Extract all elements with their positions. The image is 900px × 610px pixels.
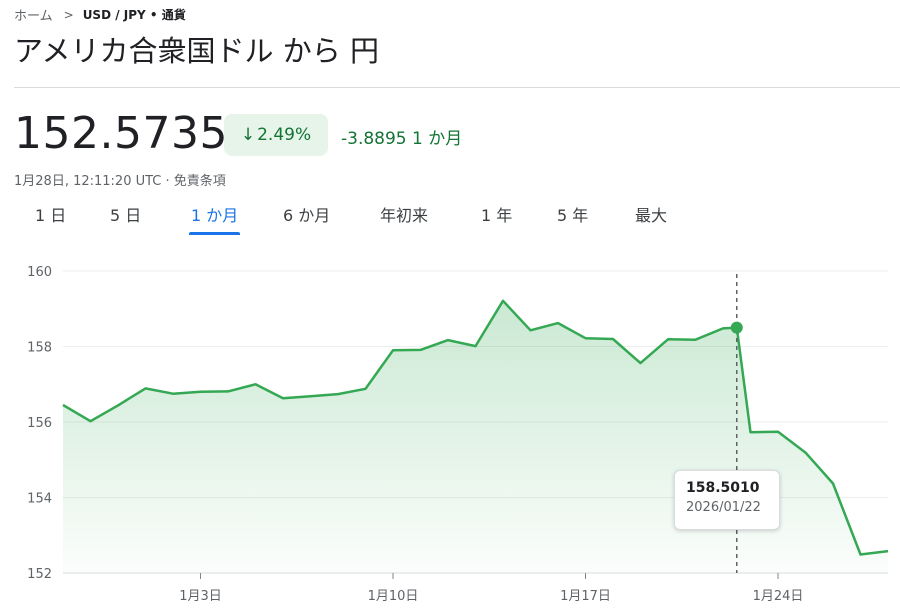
price-chart[interactable]: 152 154 156 158 160 1月3日 1月10日 1月17日 1月24日 — [0, 250, 900, 610]
header-divider — [14, 87, 900, 88]
chevron-right-icon: > — [63, 7, 74, 22]
chart-tooltip: 158.5010 2026/01/22 — [674, 470, 780, 530]
change-absolute: -3.8895 1 か月 — [341, 124, 462, 149]
tab-1-day[interactable]: 1 日 — [35, 206, 67, 225]
change-absolute-value: -3.8895 — [341, 129, 407, 149]
tab-1-year[interactable]: 1 年 — [481, 206, 513, 225]
breadcrumb: ホーム > USD / JPY • 通貨 — [14, 5, 186, 25]
quote-meta: 1月28日, 12:11:20 UTC · 免責条項 — [14, 170, 226, 189]
price-area-fill — [63, 300, 888, 573]
y-tick-label: 156 — [27, 416, 52, 431]
quote-timestamp: 1月28日, 12:11:20 UTC — [14, 174, 162, 189]
y-tick-label: 152 — [27, 567, 52, 582]
y-tick-label: 160 — [27, 265, 52, 280]
x-tick-label: 1月3日 — [179, 589, 222, 604]
change-percent-badge: ↓ 2.49% — [224, 114, 328, 156]
tab-ytd[interactable]: 年初来 — [380, 206, 429, 225]
hover-point — [730, 321, 743, 334]
tooltip-value: 158.5010 — [686, 480, 760, 496]
breadcrumb-current: USD / JPY • 通貨 — [82, 8, 186, 22]
current-price: 152.5735 — [14, 108, 228, 159]
y-tick-label: 158 — [27, 341, 52, 356]
price-line — [62, 299, 889, 556]
tab-1-month[interactable]: 1 か月 — [188, 203, 241, 235]
tab-max[interactable]: 最大 — [635, 206, 668, 225]
x-tick-label: 1月10日 — [368, 589, 419, 604]
range-tabs: 1 日 5 日 1 か月 6 か月 年初来 1 年 5 年 最大 — [0, 203, 900, 235]
meta-separator: · — [165, 174, 174, 189]
disclaimer-link[interactable]: 免責条項 — [173, 174, 226, 189]
page-title: アメリカ合衆国ドル から 円 — [14, 34, 379, 68]
tab-5-day[interactable]: 5 日 — [110, 206, 142, 225]
tooltip-date: 2026/01/22 — [686, 500, 761, 515]
tab-6-month[interactable]: 6 か月 — [283, 206, 331, 225]
y-tick-label: 154 — [27, 492, 52, 507]
change-period: 1 か月 — [412, 129, 463, 149]
arrow-down-icon: ↓ — [240, 125, 256, 145]
tab-5-year[interactable]: 5 年 — [557, 206, 589, 225]
breadcrumb-home-link[interactable]: ホーム — [14, 9, 53, 24]
x-tick-label: 1月17日 — [560, 589, 611, 604]
x-tick-label: 1月24日 — [753, 589, 804, 604]
change-percent-value: 2.49% — [257, 125, 312, 145]
